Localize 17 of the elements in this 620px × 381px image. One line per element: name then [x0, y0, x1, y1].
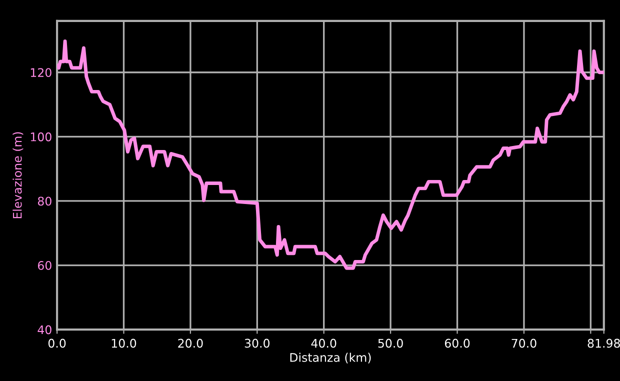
x-axis-title: Distanza (km) [290, 352, 371, 364]
x-tick-label: 40.0 [311, 338, 336, 348]
y-tick-label: 80 [38, 196, 52, 206]
x-tick-label: 50.0 [378, 338, 403, 348]
y-tick-label: 60 [38, 260, 52, 270]
y-tick-label: 40 [38, 325, 52, 334]
x-tick-label: 0.0 [48, 338, 66, 348]
y-tick-label: 120 [30, 68, 52, 78]
x-tick-label: 10.0 [112, 338, 136, 348]
x-tick-label: 81.98 [588, 338, 620, 348]
x-tick-label: 30.0 [244, 338, 270, 348]
y-tick-label: 100 [30, 132, 52, 142]
y-axis-title: Elevazione (m) [12, 132, 24, 218]
x-tick-label: 70.0 [512, 338, 536, 348]
x-tick-label: 60.0 [444, 338, 470, 348]
x-tick-label: 20.0 [178, 338, 203, 348]
line-series [57, 39, 604, 270]
